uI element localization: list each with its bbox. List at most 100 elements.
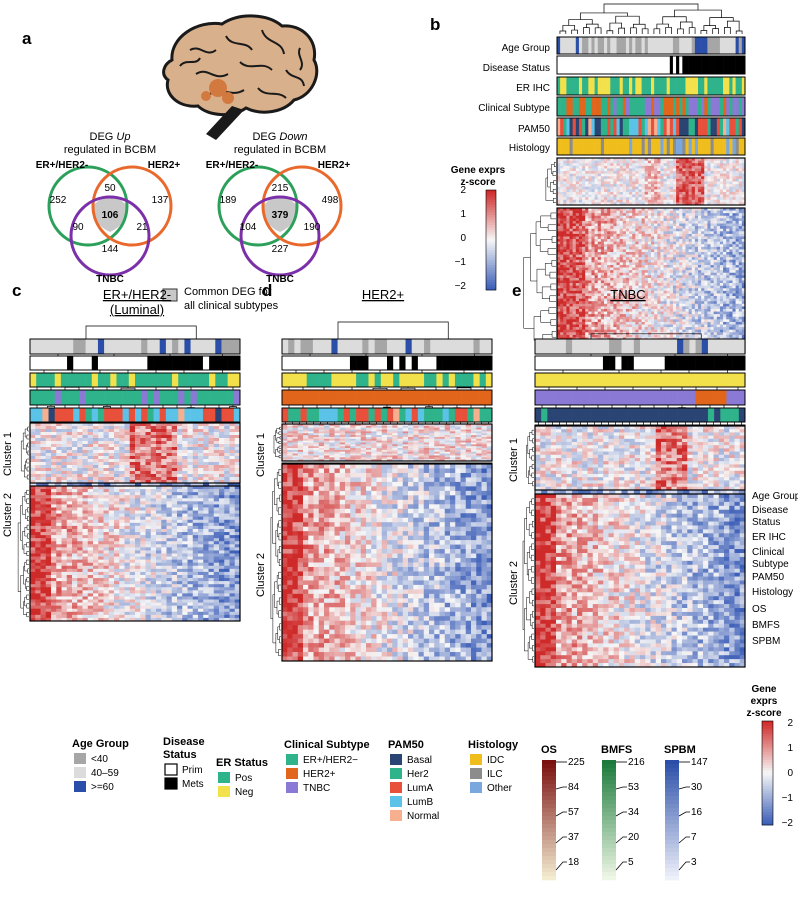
legend-age-group-item-1: 40–59 — [91, 768, 119, 779]
panel-c-track-er-ihc — [29, 372, 241, 388]
legend-disease-status-title-0: Disease — [163, 736, 205, 748]
panel-e-track-pam50 — [534, 407, 746, 423]
legend-os-tick-2: 57 — [568, 807, 580, 818]
legend-clinical-subtype: Clinical Subtype ER+/HER2− HER2+ TNBC — [284, 739, 370, 794]
legend-age-group-title: Age Group — [72, 738, 129, 750]
track-label-clinical: Clinical — [752, 547, 784, 558]
panel-b-colorbar-tick-2: 0 — [460, 233, 466, 244]
panel-e — [522, 333, 746, 668]
venn-count-her2-only: 137 — [152, 195, 169, 206]
panel-c-heatmap-cluster2 — [29, 485, 241, 622]
legend-age-group-swatch-1 — [74, 767, 86, 778]
legend-er-status: ER Status Pos Neg — [216, 757, 268, 798]
legend-clinical-subtype-title: Clinical Subtype — [284, 739, 370, 751]
panel-e-heatmap-cluster1 — [534, 425, 746, 491]
track-label-spbm: SPBM — [752, 636, 780, 647]
panel-b-track-label-1: Disease Status — [483, 63, 550, 74]
panel-e-track-er-ihc — [534, 372, 746, 388]
legend-er-status-swatch-1 — [218, 786, 230, 797]
track-label-subtype: Subtype — [752, 559, 789, 570]
venn-circle-tnbc — [69, 195, 151, 277]
venn-label-her2-pos: HER2+ — [148, 160, 181, 171]
panel-d-heatmap-cluster1 — [281, 423, 493, 462]
track-label-os: OS — [752, 604, 767, 615]
panel-b-colorbar-tick-1: 1 — [460, 209, 466, 220]
legend-histology-item-0: IDC — [487, 755, 504, 766]
legend-age-group-swatch-2 — [74, 781, 86, 792]
legend-spbm-tick-3: 7 — [691, 832, 697, 843]
venn-count-tnbc-only: 227 — [272, 244, 289, 255]
panel-e-colorbar-tick-3: −1 — [782, 793, 794, 804]
panel-e-row-dendrogram-1 — [526, 429, 534, 487]
panel-c-row-dendrogram-1 — [20, 426, 29, 480]
legend-disease-status-item-1: Mets — [182, 779, 204, 790]
legend-disease-status-swatch-0 — [164, 763, 178, 776]
venn-title-line1: DEG Down — [252, 131, 307, 143]
panel-e-track-age — [534, 338, 746, 355]
legend-clinical-subtype-swatch-1 — [286, 768, 298, 779]
legend-clinical-subtype-item-2: TNBC — [303, 783, 330, 794]
panel-label-e: e — [512, 281, 521, 300]
legend-pam50-swatch-0 — [390, 754, 402, 765]
venn-common-region — [262, 196, 298, 232]
panel-b-colorbar-title-2: z-score — [460, 177, 495, 188]
legend-bmfs-tick-1: 53 — [628, 782, 640, 793]
venn-count-er-only: 189 — [220, 195, 237, 206]
venn-label-er-her2-neg: ER+/HER2- — [36, 160, 89, 171]
venn-circle-er-her2-neg — [47, 165, 129, 247]
venn-label-tnbc: TNBC — [96, 274, 124, 285]
legend-age-group: Age Group <40 40–59 >=60 — [72, 738, 129, 793]
panel-d-track-pam50 — [281, 407, 493, 423]
panel-c-title-line1: ER+/HER2- — [103, 287, 171, 302]
venn-label-er-her2-neg: ER+/HER2- — [206, 160, 259, 171]
panel-c-row-dendrogram-2 — [17, 489, 29, 618]
panel-c — [17, 325, 241, 622]
legend-pam50: PAM50 Basal Her2 LumA LumB Normal — [388, 739, 439, 822]
common-deg-legend-line2: all clinical subtypes — [184, 300, 279, 312]
legend-os-title: OS — [541, 744, 557, 756]
panel-c-track-age — [29, 338, 241, 355]
legend-clinical-subtype-swatch-2 — [286, 782, 298, 793]
venn-count-er-her2: 50 — [104, 183, 116, 194]
panel-b-track-er-ihc — [556, 76, 746, 96]
panel-e-heatmap-cluster2 — [534, 493, 746, 668]
panel-e-colorbar-title-3: z-score — [746, 708, 781, 719]
panel-label-d: d — [262, 281, 272, 300]
common-deg-swatch — [162, 288, 178, 302]
venn-count-er-tnbc: 90 — [72, 222, 84, 233]
venn-circle-her2-pos — [91, 165, 173, 247]
panel-e-colorbar-title-1: Gene — [751, 684, 776, 695]
venn-count-her2-only: 498 — [322, 195, 339, 206]
panel-e-colorbar — [762, 721, 773, 724]
venn-count-tnbc-only: 144 — [102, 244, 119, 255]
panel-d-title: HER2+ — [362, 287, 404, 302]
panel-c-heatmap-cluster1 — [29, 422, 241, 484]
panel-e-colorbar-title-2: exprs — [751, 696, 778, 707]
track-label-bmfs: BMFS — [752, 620, 780, 631]
legend-er-status-item-1: Neg — [235, 787, 253, 798]
panel-b-track-age-group — [556, 36, 746, 55]
legend-pam50-item-0: Basal — [407, 755, 432, 766]
legend-clinical-subtype-item-1: HER2+ — [303, 769, 336, 780]
panel-d-track-age — [281, 338, 493, 355]
panel-b-track-clinical-subtype — [556, 96, 746, 117]
venn-circle-her2-pos — [261, 165, 343, 247]
track-label-disease: Disease — [752, 505, 789, 516]
panel-e-colorbar-tick-2: 0 — [787, 768, 793, 779]
legend-pam50-title: PAM50 — [388, 739, 424, 751]
legend-os-tick-4: 18 — [568, 857, 580, 868]
legend-clinical-subtype-swatch-0 — [286, 754, 298, 765]
brain-illustration — [162, 14, 319, 140]
panel-d-cluster1-label: Cluster 1 — [255, 433, 267, 477]
panel-b-row-dendrogram-bottom — [523, 212, 556, 350]
panel-e-row-dendrogram-2 — [522, 498, 534, 663]
panel-label-c: c — [12, 281, 21, 300]
panel-d-cluster2-label: Cluster 2 — [255, 553, 267, 597]
panel-e-colorbar-tick-1: 1 — [787, 743, 793, 754]
legend-histology-item-2: Other — [487, 783, 513, 794]
panel-d-track-disease — [281, 355, 493, 371]
legend-histology: Histology IDC ILC Other — [468, 739, 519, 794]
panel-c-cluster2-label: Cluster 2 — [2, 493, 14, 537]
panel-d-track-er-ihc — [281, 372, 493, 388]
